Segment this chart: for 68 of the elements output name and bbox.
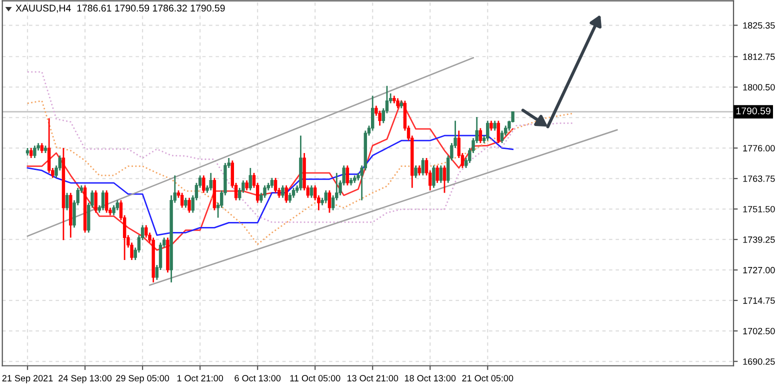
- candlestick: [346, 164, 350, 186]
- candlestick: [328, 190, 332, 214]
- candlestick: [414, 164, 418, 179]
- x-tick-label: 29 Sep 05:00: [116, 375, 170, 384]
- candlestick: [418, 164, 421, 176]
- candlestick: [144, 224, 148, 238]
- line-series: [26, 71, 575, 223]
- candlestick: [486, 120, 490, 142]
- candlestick: [288, 192, 292, 204]
- candlestick: [284, 184, 288, 204]
- x-tick-label: 6 Oct 13:00: [234, 375, 281, 382]
- candlestick: [101, 190, 105, 211]
- candlestick: [184, 197, 188, 208]
- y-tick-label: 1763.75: [743, 176, 775, 182]
- candlestick: [496, 120, 500, 144]
- candlestick: [478, 127, 482, 144]
- x-tick-label: 24 Sep 13:00: [58, 375, 112, 384]
- candlestick: [188, 197, 191, 214]
- candlestick: [40, 142, 44, 154]
- candlestick: [47, 118, 51, 174]
- candlestick: [378, 110, 382, 126]
- y-tick-label: 1825.35: [743, 22, 775, 29]
- y-tick-label: 1751.50: [743, 206, 775, 212]
- x-tick-label: 21 Oct 05:00: [462, 375, 514, 382]
- candlestick: [202, 174, 206, 194]
- candlestick: [33, 144, 36, 159]
- x-tick-label: 11 Oct 05:00: [290, 375, 340, 382]
- chart-title: XAUUSD,H4 1786.61 1790.59 1786.32 1790.59: [16, 4, 225, 13]
- candlestick: [281, 184, 284, 199]
- candlestick: [439, 164, 443, 184]
- candlestick: [274, 177, 278, 194]
- candlestick: [248, 167, 252, 192]
- x-tick-label: 13 Oct 21:00: [347, 375, 398, 382]
- candlestick: [432, 164, 436, 189]
- candlestick: [500, 130, 504, 144]
- candlestick: [310, 184, 314, 199]
- y-tick-label: 1800.50: [743, 84, 775, 90]
- candlestick: [29, 147, 33, 159]
- candlestick: [442, 164, 446, 194]
- candlestick: [112, 204, 116, 216]
- candlestick: [292, 187, 296, 199]
- y-tick-label: 1702.50: [743, 328, 775, 334]
- candlestick: [180, 192, 184, 208]
- candlestick: [263, 184, 266, 199]
- candlestick: [94, 190, 98, 214]
- y-tick-label: 1690.25: [743, 358, 775, 365]
- candlestick: [370, 95, 374, 132]
- y-tick-label: 1739.25: [743, 236, 775, 243]
- ref-line-label: 1790.59: [736, 107, 770, 114]
- x-tick-label: 18 Oct 13:00: [404, 375, 456, 382]
- candlestick: [490, 120, 493, 132]
- candlestick: [116, 200, 119, 211]
- candlestick: [396, 98, 400, 109]
- candlestick: [421, 157, 425, 176]
- y-tick-label: 1714.75: [743, 298, 775, 304]
- candlestick: [493, 120, 496, 132]
- y-tick-label: 1776.00: [743, 145, 775, 152]
- candlestick: [65, 192, 69, 211]
- candlestick: [324, 190, 328, 204]
- candlestick: [209, 172, 212, 192]
- candlestick: [245, 180, 248, 192]
- x-tick-label: 1 Oct 21:00: [177, 375, 224, 382]
- x-tick-label: 21 Sep 2021: [2, 375, 53, 384]
- y-tick-label: 1727.00: [743, 266, 775, 274]
- y-tick-label: 1812.75: [743, 54, 775, 60]
- candlestick: [104, 190, 108, 214]
- candlestick: [270, 177, 274, 189]
- candlestick: [436, 164, 439, 184]
